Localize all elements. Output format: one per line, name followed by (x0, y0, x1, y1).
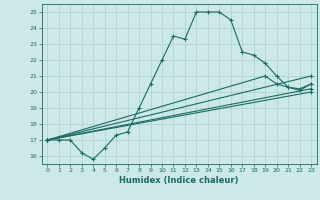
X-axis label: Humidex (Indice chaleur): Humidex (Indice chaleur) (119, 176, 239, 185)
